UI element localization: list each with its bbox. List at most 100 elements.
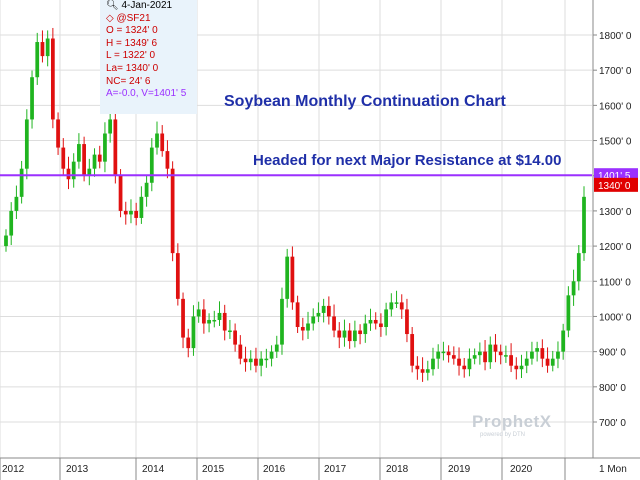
candle-up <box>535 348 540 352</box>
candle-up <box>196 309 201 317</box>
candle-down <box>82 144 86 176</box>
candle-down <box>347 330 352 342</box>
candle-up <box>30 77 34 120</box>
candle-up <box>144 182 149 197</box>
candle-up <box>212 319 217 322</box>
candle-up <box>582 196 586 254</box>
candle-down <box>483 351 487 363</box>
candle-up <box>285 256 290 299</box>
y-tick-label: 1300' 0 <box>599 207 632 218</box>
candle-down <box>540 348 545 359</box>
candle-down <box>290 256 295 303</box>
candle-up <box>363 323 368 335</box>
candle-down <box>462 365 467 370</box>
candle-down <box>509 355 513 366</box>
y-tick-label: 1800' 0 <box>599 31 632 42</box>
candle-down <box>201 309 206 324</box>
candle-up <box>519 365 524 370</box>
candle-down <box>337 330 342 338</box>
y-axis-panel <box>593 0 640 480</box>
candle-down <box>254 358 258 366</box>
candle-down <box>118 175 123 211</box>
candle-down <box>373 319 378 324</box>
candle-up <box>311 316 316 324</box>
y-tick-label: 1500' 0 <box>599 137 632 148</box>
candle-down <box>514 365 519 370</box>
candle-up <box>441 351 446 354</box>
candle-down <box>186 337 191 349</box>
candle-up <box>556 351 560 359</box>
candle-up <box>576 253 581 282</box>
info-last: La= 1340' 0 <box>106 62 159 74</box>
candle-down <box>56 119 60 148</box>
info-symbol: ◇ @SF21 <box>106 12 151 24</box>
candle-down <box>326 305 331 317</box>
resistance-badge-label: 1401' 5 <box>598 171 631 182</box>
candle-up <box>14 196 19 211</box>
candle-up <box>45 38 50 57</box>
y-tick-label: 1100' 0 <box>599 277 631 288</box>
candle-down <box>545 358 550 366</box>
x-tick-label: 2012 <box>2 464 25 475</box>
candle-up <box>571 281 576 296</box>
candle-up <box>191 316 196 349</box>
candle-down <box>498 351 503 356</box>
watermark-logo: ProphetX <box>472 412 552 431</box>
info-extra: A=-0.0, V=1401' 5 <box>106 88 187 100</box>
candle-up <box>155 133 159 148</box>
candle-up <box>248 358 253 363</box>
candle-down <box>233 330 237 345</box>
candle-down <box>410 334 415 366</box>
candle-up <box>316 312 321 317</box>
candle-down <box>415 365 420 370</box>
magnifier-icon: 🔍︎ <box>106 0 119 11</box>
watermark-sub: powered by DTN <box>480 432 526 438</box>
candle-up <box>488 344 493 363</box>
candle-up <box>129 210 133 215</box>
x-tick-label: 2020 <box>510 464 533 475</box>
info-box: 🔍︎ 4-Jan-2021 ◇ @SF21 O = 1324' 0 H = 13… <box>100 0 197 114</box>
candle-up <box>566 295 571 331</box>
info-date-text: 4-Jan-2021 <box>121 0 173 11</box>
candle-up <box>108 119 113 134</box>
candle-down <box>175 253 180 299</box>
candle-down <box>379 323 383 328</box>
info-low: L = 1322' 0 <box>106 50 156 62</box>
candle-up <box>561 330 566 352</box>
candle-down <box>50 38 55 120</box>
candle-up <box>24 119 29 169</box>
candle-down <box>446 351 451 356</box>
candle-down <box>493 344 498 352</box>
candle-up <box>259 358 264 366</box>
candle-up <box>321 305 326 313</box>
y-tick-label: 1200' 0 <box>599 242 632 253</box>
candle-up <box>425 369 430 373</box>
candle-up <box>524 358 529 366</box>
last-price-badge-label: 1340' 0 <box>598 181 631 192</box>
y-tick-label: 1000' 0 <box>599 312 632 323</box>
x-tick-label: 2015 <box>202 464 225 475</box>
candle-up <box>394 302 399 304</box>
candle-down <box>405 309 409 335</box>
candle-up <box>306 323 310 331</box>
x-tick-label: 2018 <box>386 464 409 475</box>
candle-up <box>35 42 40 78</box>
x-tick-label: 2014 <box>142 464 165 475</box>
candle-up <box>550 358 555 366</box>
candle-up <box>384 309 389 328</box>
x-tick-label: 2019 <box>448 464 471 475</box>
candle-up <box>77 144 81 162</box>
candle-up <box>103 133 107 162</box>
candle-up <box>467 358 472 370</box>
candle-down <box>238 344 243 359</box>
candle-down <box>66 168 71 180</box>
candle-down <box>243 358 248 363</box>
candle-up <box>274 344 279 352</box>
candle-up <box>207 319 211 324</box>
candle-down <box>134 210 139 218</box>
candle-down <box>358 330 362 335</box>
candle-down <box>97 154 102 162</box>
candle-down <box>300 327 305 331</box>
candle-up <box>431 358 435 370</box>
